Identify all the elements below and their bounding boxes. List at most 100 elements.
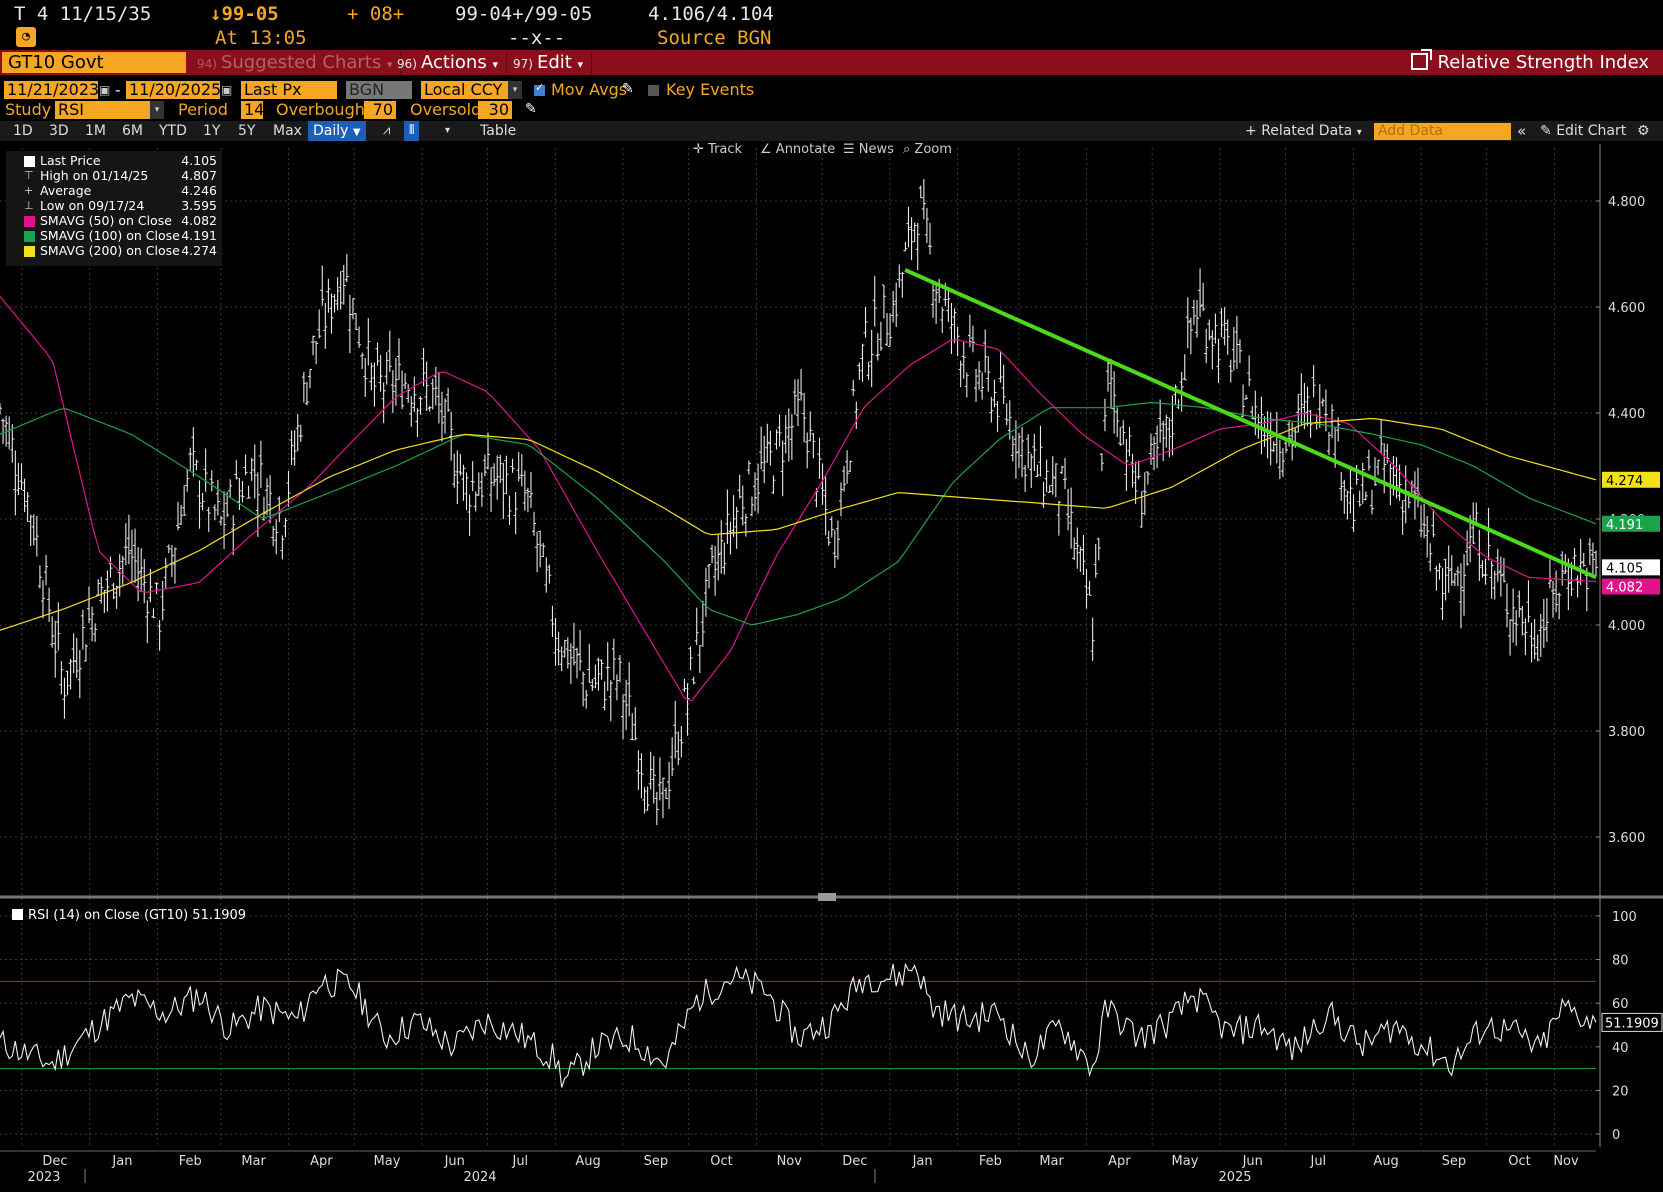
- price-field-select[interactable]: Last Px: [241, 81, 337, 99]
- pencil-icon[interactable]: ✎: [525, 101, 537, 117]
- legend-average: + Average 4.246: [6, 183, 222, 198]
- gear-icon[interactable]: ⚙: [1637, 123, 1650, 139]
- rsi-y-tick-label: 80: [1612, 954, 1629, 969]
- end-date-field[interactable]: 11/20/2025: [126, 81, 220, 99]
- mov-avgs-checkbox[interactable]: [534, 81, 545, 96]
- bar-chart-icon[interactable]: ⫴: [404, 121, 420, 141]
- low-marker-icon: ⊥: [24, 199, 34, 212]
- source-field[interactable]: BGN: [346, 81, 412, 99]
- bid-ask-yields: 4.106/4.104: [648, 3, 774, 25]
- edit-chart-label: Edit Chart: [1556, 123, 1627, 139]
- legend-name: High on 01/14/25: [40, 168, 149, 183]
- rsi-panel: [0, 962, 1597, 1088]
- rsi-line: [0, 962, 1597, 1088]
- actions-menu[interactable]: 96) Actions ▾: [389, 51, 507, 74]
- annotate-tool[interactable]: ∠ Annotate: [760, 142, 835, 157]
- trendline: [904, 268, 1597, 580]
- chevron-down-icon[interactable]: ▾: [445, 125, 451, 136]
- chevron-down-icon[interactable]: ▾: [508, 81, 522, 99]
- edit-chart-button[interactable]: ✎ Edit Chart: [1535, 121, 1631, 141]
- related-data-menu[interactable]: + Related Data ▾: [1240, 121, 1367, 141]
- overbought-label: Overbought: [276, 100, 372, 119]
- quote-time: At 13:05: [215, 27, 307, 49]
- chart-legend[interactable]: Last Price 4.105 ⊤ High on 01/14/25 4.80…: [6, 151, 222, 266]
- period-input[interactable]: 14: [241, 101, 263, 119]
- track-label: Track: [708, 142, 743, 157]
- legend-value: 4.807: [181, 168, 217, 183]
- legend-name: SMAVG (200) on Close: [40, 243, 180, 258]
- x-tick-label: Nov: [1553, 1154, 1579, 1169]
- range-1d[interactable]: 1D: [13, 123, 33, 139]
- range-1y[interactable]: 1Y: [203, 123, 221, 139]
- range-6m[interactable]: 6M: [122, 123, 143, 139]
- start-date-field[interactable]: 11/21/2023: [4, 81, 98, 99]
- security-field[interactable]: GT10 Govt: [2, 52, 186, 73]
- legend-value: 4.082: [181, 213, 217, 228]
- line-chart-icon[interactable]: ⩘: [383, 123, 391, 138]
- price-bars: [0, 178, 1598, 826]
- legend-name: SMAVG (100) on Close: [40, 228, 180, 243]
- gauge-icon[interactable]: ◔: [16, 27, 36, 47]
- mov-avgs-label[interactable]: Mov Avgs: [551, 80, 628, 99]
- table-button[interactable]: Table: [480, 123, 517, 139]
- legend-swatch: [24, 156, 35, 167]
- key-events-checkbox[interactable]: [648, 85, 659, 96]
- chart-title-button[interactable]: Relative Strength Index: [1410, 49, 1649, 74]
- x-tick-label: Jun: [1242, 1154, 1263, 1169]
- x-tick-label: Mar: [241, 1154, 266, 1169]
- key-events-label[interactable]: Key Events: [666, 80, 755, 99]
- legend-low: ⊥ Low on 09/17/24 3.595: [6, 198, 222, 213]
- track-tool[interactable]: ✛ Track: [693, 142, 742, 157]
- chart-canvas[interactable]: 4.8004.6004.4004.2004.0003.8003.60010080…: [0, 141, 1663, 1192]
- x-tick-label: Sep: [1442, 1154, 1467, 1169]
- value-tag: [1602, 471, 1660, 488]
- ticker-time: T 4 11/15/35: [14, 3, 152, 25]
- range-ytd[interactable]: YTD: [159, 123, 187, 139]
- legend-high: ⊤ High on 01/14/25 4.807: [6, 168, 222, 183]
- plus-icon: +: [1245, 123, 1257, 139]
- value-tag-label: 4.191: [1606, 518, 1643, 533]
- overbought-input[interactable]: 70: [364, 101, 396, 119]
- y-tick-label: 4.800: [1608, 195, 1645, 210]
- pencil-icon: ✎: [1540, 123, 1552, 139]
- pencil-icon[interactable]: ✎: [622, 81, 634, 97]
- news-icon: ☰: [843, 142, 855, 157]
- chevron-down-icon[interactable]: ▾: [150, 101, 164, 119]
- edit-menu[interactable]: 97) Edit ▾: [505, 51, 593, 74]
- oversold-input[interactable]: 30: [478, 101, 512, 119]
- value-tag: [1602, 578, 1660, 595]
- x-tick-label: Sep: [644, 1154, 669, 1169]
- divider-handle-icon: [818, 893, 836, 901]
- rsi-legend[interactable]: RSI (14) on Close (GT10) 51.1909: [12, 908, 246, 926]
- legend-last-price: Last Price 4.105: [6, 153, 222, 168]
- actions-label: Actions: [420, 52, 487, 73]
- range-5y[interactable]: 5Y: [238, 123, 256, 139]
- zoom-tool[interactable]: ⌕ Zoom: [903, 142, 952, 157]
- add-data-input[interactable]: Add Data: [1374, 123, 1511, 140]
- range-3d[interactable]: 3D: [49, 123, 69, 139]
- study-select[interactable]: RSI: [55, 101, 151, 119]
- calendar-icon[interactable]: ▣: [99, 83, 111, 97]
- calendar-icon[interactable]: ▣: [221, 83, 233, 97]
- range-1m[interactable]: 1M: [85, 123, 106, 139]
- chevron-down-icon: ▾: [1356, 127, 1362, 138]
- currency-select[interactable]: Local CCY: [421, 81, 511, 99]
- date-separator: -: [115, 81, 121, 99]
- related-data-label: Related Data: [1261, 123, 1353, 139]
- x-tick-label: Dec: [42, 1154, 67, 1169]
- chevron-down-icon: ▾: [386, 58, 393, 71]
- x-tick-label: Jan: [912, 1154, 933, 1169]
- x-tick-label: Apr: [310, 1154, 333, 1169]
- x-tick-label: Oct: [1508, 1154, 1530, 1169]
- news-tool[interactable]: ☰ News: [843, 142, 894, 157]
- command-bar: GT10 Govt 94) Suggested Charts ▾ 96) Actio…: [0, 49, 1663, 75]
- rsi-legend-label: RSI (14) on Close (GT10) 51.1909: [28, 908, 247, 923]
- legend-swatch: [24, 216, 35, 227]
- quote-source: Source BGN: [657, 27, 772, 49]
- x-tick-label: Mar: [1039, 1154, 1064, 1169]
- range-max[interactable]: Max: [273, 123, 302, 139]
- suggested-charts-menu[interactable]: 94) Suggested Charts ▾: [189, 51, 402, 74]
- x-tick-label: Feb: [179, 1154, 202, 1169]
- frequency-select[interactable]: Daily ▼: [308, 121, 366, 141]
- collapse-icon[interactable]: «: [1517, 122, 1527, 140]
